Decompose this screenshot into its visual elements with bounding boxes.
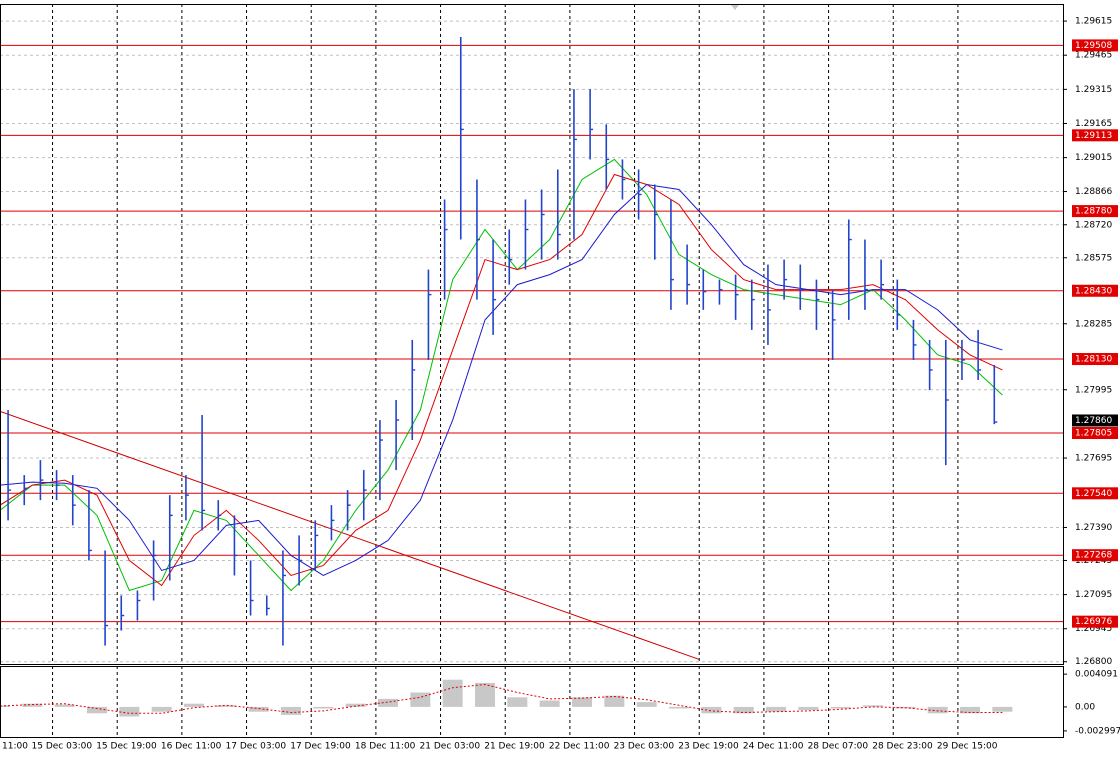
x-tick-label: 23 Dec 03:00 (614, 742, 675, 752)
x-tick-label: 18 Dec 11:00 (355, 742, 416, 752)
histogram-bar (636, 702, 657, 707)
x-tick-label: 15 Dec 19:00 (96, 742, 157, 752)
x-tick-label: 21 Dec 19:00 (484, 742, 545, 752)
shift-marker (731, 5, 739, 10)
moving-average (0, 183, 1003, 577)
histogram-bar (22, 703, 43, 707)
y-tick-label: 1.28285 (1075, 319, 1112, 329)
signal-line (0, 683, 1003, 714)
level-label: 1.27268 (1075, 551, 1112, 561)
histogram-bar (281, 706, 302, 715)
x-tick-label: 17 Dec 19:00 (290, 742, 351, 752)
level-label: 1.26976 (1075, 617, 1112, 627)
grid (0, 4, 1063, 737)
trend-line (0, 410, 700, 660)
x-tick-label: 29 Dec 15:00 (937, 742, 998, 752)
y-tick-label: 1.27390 (1075, 523, 1112, 533)
level-label: 1.28430 (1075, 286, 1112, 296)
histogram-bar (378, 698, 399, 707)
histogram-bar (733, 706, 754, 714)
y-tick-label: 1.28720 (1075, 220, 1112, 230)
histogram-bar (798, 706, 819, 711)
level-label-box (1072, 353, 1118, 366)
x-tick-label: 11:00 (2, 742, 28, 752)
x-tick-label: 21 Dec 03:00 (420, 742, 481, 752)
level-label-box (1072, 487, 1118, 500)
level-label-box (1072, 615, 1118, 628)
histogram-bar (604, 695, 625, 707)
histogram-bar (87, 706, 108, 714)
x-tick-label: 15 Dec 03:00 (32, 742, 93, 752)
x-tick-label: 22 Dec 11:00 (549, 742, 610, 752)
y-tick-label: 1.27095 (1075, 590, 1112, 600)
y-tick-label: 1.26800 (1075, 657, 1112, 667)
x-tick-label: 16 Dec 11:00 (161, 742, 222, 752)
y-tick-label: 1.27695 (1075, 454, 1112, 464)
histogram-bar (992, 706, 1013, 712)
oscillator-frame (0, 666, 1064, 738)
y-tick-label: 1.29315 (1075, 85, 1112, 95)
histogram-bar (927, 706, 948, 714)
level-label: 1.28130 (1075, 355, 1112, 365)
x-tick-label: 28 Dec 07:00 (808, 742, 869, 752)
level-label-box (1072, 549, 1118, 562)
histogram-bar (960, 706, 981, 714)
histogram-bar (442, 679, 463, 707)
x-tick-label: 24 Dec 11:00 (743, 742, 804, 752)
histogram-bar (345, 703, 366, 707)
histogram-bar (830, 706, 851, 709)
price-plot (0, 37, 1063, 660)
oscillator-plot (0, 679, 1013, 717)
histogram-bar (669, 706, 690, 709)
level-label-box (1072, 129, 1118, 142)
level-label-box (1072, 39, 1118, 52)
histogram-bar (151, 706, 172, 712)
level-label: 1.29508 (1075, 41, 1112, 51)
x-tick-label: 28 Dec 23:00 (872, 742, 933, 752)
histogram-bar (766, 706, 787, 712)
histogram-bar (572, 697, 593, 707)
histogram-bar (410, 692, 431, 707)
histogram-bar (475, 682, 496, 707)
osc-y-tick-label: -0.002997 (1075, 726, 1120, 736)
price-frame (0, 4, 1064, 665)
y-tick-label: 1.29615 (1075, 17, 1112, 27)
y-tick-label: 1.28866 (1075, 187, 1112, 197)
level-label-box (1072, 284, 1118, 297)
histogram-bar (313, 706, 334, 709)
histogram-bar (701, 706, 722, 714)
histogram-bar (184, 703, 205, 707)
level-label: 1.27805 (1075, 429, 1112, 439)
osc-y-tick-label: 0.00 (1075, 702, 1095, 712)
histogram-bar (248, 706, 269, 712)
y-tick-label: 1.28575 (1075, 253, 1112, 263)
x-tick-label: 17 Dec 03:00 (226, 742, 287, 752)
x-tick-label: 23 Dec 19:00 (678, 742, 739, 752)
level-label-box (1072, 205, 1118, 218)
y-tick-label: 1.26945 (1075, 624, 1112, 634)
y-tick-label: 1.29165 (1075, 119, 1112, 129)
y-tick-label: 1.29015 (1075, 153, 1112, 163)
axes: 1.29615 1.29465 1.29315 1.29165 1.29015 1.288… (0, 4, 1120, 752)
y-tick-label: 1.27995 (1075, 385, 1112, 395)
y-tick-label: 1.29465 (1075, 51, 1112, 61)
current-price-box (1072, 414, 1118, 427)
histogram-bar (216, 705, 237, 707)
level-label: 1.27540 (1075, 489, 1112, 499)
histogram-bar (863, 705, 884, 707)
current-price-label: 1.27860 (1075, 416, 1112, 426)
histogram-bar (119, 706, 140, 717)
osc-y-tick-label: 0.004091 (1075, 670, 1118, 680)
histogram-bar (507, 697, 528, 707)
level-label: 1.28780 (1075, 207, 1112, 217)
moving-average (0, 173, 1003, 587)
level-label-box (1072, 427, 1118, 439)
histogram-bar (54, 704, 75, 707)
histogram-bar (539, 700, 560, 707)
level-label: 1.29113 (1075, 131, 1112, 141)
